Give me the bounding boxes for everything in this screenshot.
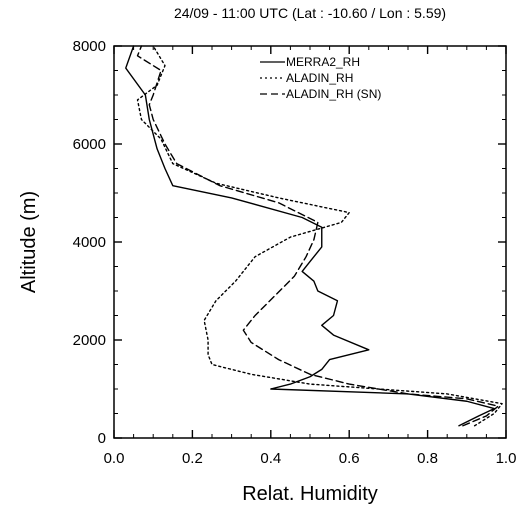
plot-area <box>113 45 507 439</box>
legend-label-merra2-rh: MERRA2_RH <box>286 55 360 69</box>
y-axis-label: Altitude (m) <box>18 191 40 293</box>
x-tick-label: 0.2 <box>182 450 203 467</box>
x-tick-label: 0.8 <box>417 450 438 467</box>
axes: 0.0 0.2 0.4 0.6 0.8 1.0 0 2000 4000 6000 8000 <box>73 38 517 467</box>
y-tick-label: 6000 <box>73 136 106 153</box>
y-tick-label: 8000 <box>73 38 106 55</box>
legend-label-aladin-rh: ALADIN_RH <box>286 71 353 85</box>
y-tick-label: 2000 <box>73 332 106 349</box>
chart-title: 24/09 - 11:00 UTC (Lat : -10.60 / Lon : … <box>174 5 446 21</box>
series-line-aladin-rh-sn <box>136 45 499 427</box>
x-tick-label: 0.4 <box>260 450 281 467</box>
x-axis-label: Relat. Humidity <box>242 483 378 505</box>
data-series <box>125 45 503 427</box>
y-tick-label: 4000 <box>73 234 106 251</box>
y-tick-label: 0 <box>98 430 106 447</box>
legend: MERRA2_RH ALADIN_RH ALADIN_RH (SN) <box>260 55 381 101</box>
legend-label-aladin-rh-sn: ALADIN_RH (SN) <box>286 87 381 101</box>
plot-frame <box>113 45 507 439</box>
x-tick-label: 0.0 <box>104 450 125 467</box>
x-tick-label: 1.0 <box>496 450 517 467</box>
series-line-aladin-rh <box>136 45 503 427</box>
x-tick-label: 0.6 <box>339 450 360 467</box>
series-line-merra2-rh <box>125 45 495 427</box>
